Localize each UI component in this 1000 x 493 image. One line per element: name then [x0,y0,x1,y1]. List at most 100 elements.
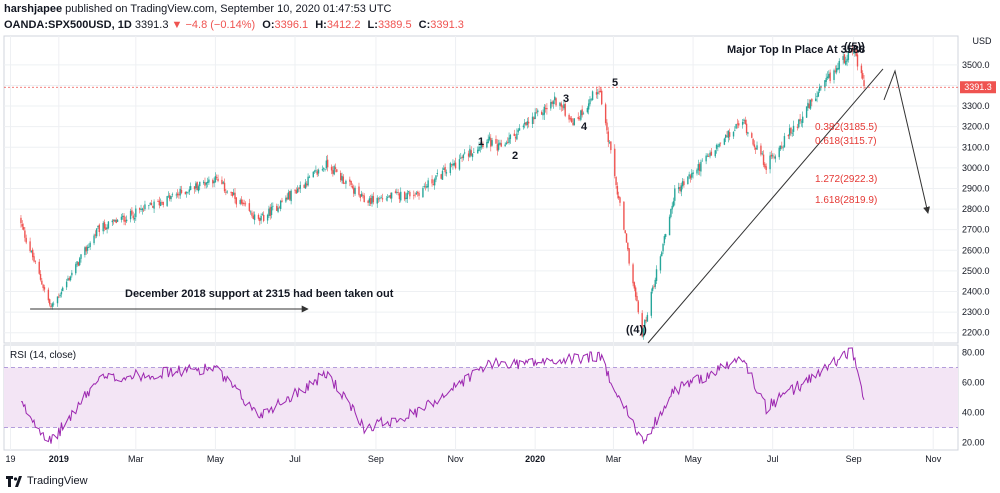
candle[interactable] [120,213,123,223]
candle[interactable] [590,98,592,102]
candle[interactable] [67,275,69,282]
candle[interactable] [20,215,22,228]
candle[interactable] [709,150,711,159]
candle[interactable] [422,186,424,199]
candle[interactable] [706,153,709,158]
candle[interactable] [798,118,800,129]
candle[interactable] [202,180,205,185]
candle[interactable] [47,287,50,303]
candle[interactable] [751,131,753,139]
candle[interactable] [504,142,506,147]
candle[interactable] [75,262,77,276]
candle[interactable] [226,190,228,194]
candle[interactable] [653,284,655,289]
candle[interactable] [239,198,241,206]
candle[interactable] [140,204,142,212]
candle[interactable] [39,270,42,282]
candle[interactable] [324,168,326,172]
candle[interactable] [157,199,159,202]
candle[interactable] [805,106,808,119]
candle[interactable] [826,71,829,80]
candle[interactable] [345,179,347,189]
candle[interactable] [522,123,525,130]
candle[interactable] [204,177,206,189]
candle[interactable] [353,184,355,197]
candle[interactable] [598,85,600,95]
candle[interactable] [586,106,589,114]
candle[interactable] [762,150,765,168]
candle[interactable] [213,177,215,188]
candle[interactable] [268,205,270,219]
candle[interactable] [230,191,232,196]
candle[interactable] [409,190,411,200]
candle[interactable] [513,129,515,137]
candle[interactable] [208,176,210,185]
candle[interactable] [769,151,771,174]
candle[interactable] [150,199,153,206]
candle[interactable] [444,163,446,176]
candle[interactable] [807,99,809,111]
candle[interactable] [572,117,574,126]
candle[interactable] [732,131,735,139]
candle[interactable] [862,70,864,81]
candle[interactable] [187,191,189,195]
candle[interactable] [782,145,784,151]
candle[interactable] [342,174,345,185]
candle[interactable] [728,128,731,141]
candle[interactable] [166,195,168,207]
candle[interactable] [105,224,107,231]
candle[interactable] [86,244,89,254]
candle[interactable] [817,88,820,98]
candle[interactable] [765,163,767,174]
candle[interactable] [645,316,647,324]
candle[interactable] [487,134,489,144]
candle[interactable] [432,179,435,186]
candle[interactable] [542,109,544,120]
candle[interactable] [834,65,837,74]
candle[interactable] [285,195,287,204]
candle[interactable] [580,109,582,122]
candle[interactable] [718,142,720,148]
candle[interactable] [619,196,621,207]
candle[interactable] [354,185,356,196]
candle[interactable] [671,202,673,214]
candle[interactable] [637,299,639,315]
candle[interactable] [131,207,133,216]
candle[interactable] [550,99,552,111]
candle[interactable] [674,185,676,206]
candle[interactable] [21,220,23,230]
candle[interactable] [735,123,737,130]
candle[interactable] [495,135,497,145]
candle[interactable] [560,101,562,112]
candle[interactable] [359,194,361,202]
candle[interactable] [281,197,283,203]
candle[interactable] [815,93,817,102]
candle[interactable] [683,178,685,188]
candle[interactable] [261,212,264,216]
candle[interactable] [199,181,201,191]
candle[interactable] [824,80,826,92]
candle[interactable] [723,137,726,146]
candle[interactable] [488,132,491,142]
candle[interactable] [571,116,573,123]
trend-line[interactable] [647,68,884,344]
candle[interactable] [232,188,235,196]
rsi-line[interactable] [20,347,865,445]
candle[interactable] [60,288,63,298]
candle[interactable] [303,184,305,188]
candle[interactable] [445,169,448,177]
candle[interactable] [744,116,746,125]
candle[interactable] [835,65,838,75]
candle[interactable] [423,183,425,189]
candle[interactable] [170,195,172,202]
candle[interactable] [103,219,106,232]
candle[interactable] [508,132,510,145]
candle[interactable] [360,190,363,197]
candle[interactable] [449,161,452,176]
candle[interactable] [783,132,786,148]
candle[interactable] [736,118,739,129]
candle[interactable] [641,310,643,338]
candle[interactable] [179,186,181,199]
candle[interactable] [336,169,338,173]
candle[interactable] [406,190,408,204]
